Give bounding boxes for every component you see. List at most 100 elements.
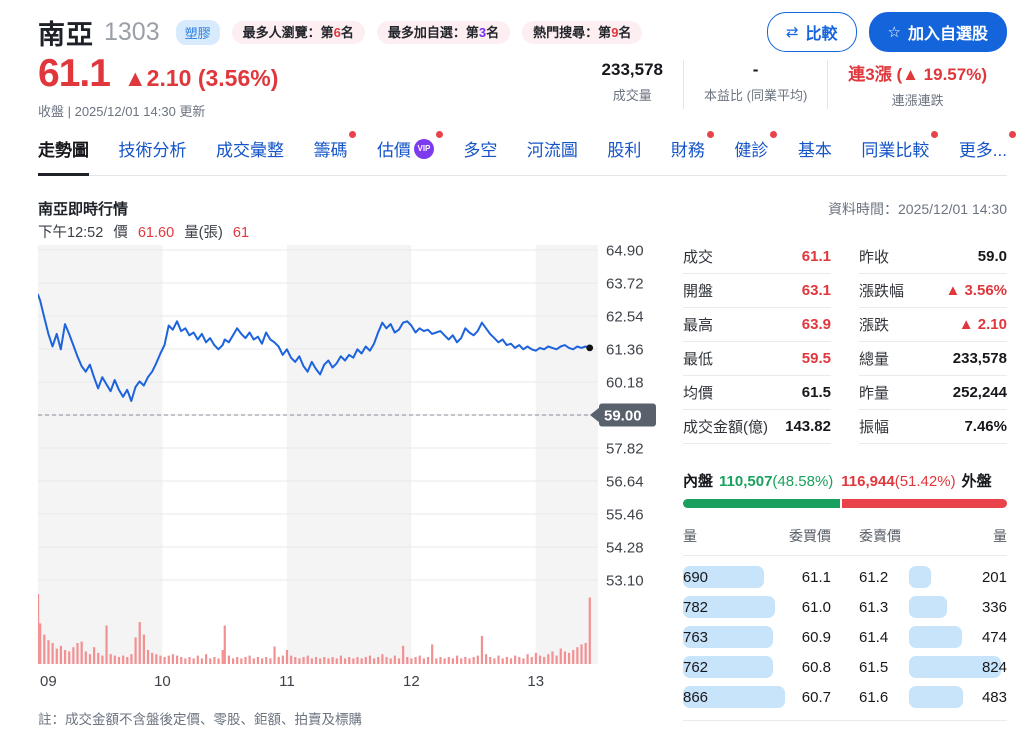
bid-volume: 782 [683,598,709,616]
ask-depth-bar [909,566,932,588]
header-stat-2: 連3漲 (▲ 19.57%) 連漲連跌 [827,60,1007,109]
rank-badge[interactable]: 最多人瀏覽：第6名 [231,21,365,44]
ask-price: 61.2 [859,568,889,586]
quote-row-right: 昨收 59.0 [859,240,1007,274]
bid-price-header: 委買價 [789,528,831,544]
tab-走勢圖[interactable]: 走勢圖 [38,136,89,176]
ask-volume: 483 [981,688,1007,706]
bid-price: 61.1 [801,568,831,586]
compare-button[interactable]: ⇄ 比較 [766,12,857,52]
tab-bar: 走勢圖 技術分析 成交彙整 籌碼 估價 VIP 多空 河流圖 股利 財務 健診 基本 同業比較 更多... [38,131,1016,176]
outer-value: 116,944 [841,473,895,490]
header-stat-0: 233,578 成交量 [601,60,663,103]
stock-code: 1303 [104,17,160,46]
quote-row-right: 漲跌 ▲ 2.10 [859,308,1007,342]
svg-text:64.90: 64.90 [606,243,644,260]
ask-row: 61.2 201 [859,562,1007,592]
header-stat-1: - 本益比 (同業平均) [683,60,827,109]
svg-text:59.00: 59.00 [604,408,642,425]
svg-text:10: 10 [154,673,171,690]
svg-text:11: 11 [279,673,295,690]
ask-vol-header: 量 [993,528,1007,544]
svg-text:53.10: 53.10 [606,573,644,590]
tab-成交彙整[interactable]: 成交彙整 [215,141,284,160]
bid-vol-header: 量 [683,528,697,544]
tab-河流圖[interactable]: 河流圖 [526,141,578,160]
bid-depth-bar [683,566,765,588]
compare-arrows-icon: ⇄ [785,24,799,41]
svg-text:55.46: 55.46 [606,507,644,524]
readout-vol-label: 量(張) [184,225,223,241]
readout-time: 下午12:52 [38,225,104,241]
vip-badge: VIP [413,138,434,159]
bid-volume: 763 [683,628,709,646]
bid-row: 782 61.0 [683,592,831,622]
tab-籌碼[interactable]: 籌碼 [313,131,357,161]
tab-同業比較[interactable]: 同業比較 [861,131,939,161]
header-buttons: ⇄ 比較 ☆ 加入自選股 [766,12,1007,52]
notification-dot [349,131,357,138]
quote-row-right: 昨量 252,244 [859,376,1007,410]
ask-price: 61.4 [859,628,889,646]
bid-volume: 762 [683,658,709,676]
tab-健診[interactable]: 健診 [734,131,778,161]
bid-row: 866 60.7 [683,682,831,712]
tab-技術分析[interactable]: 技術分析 [118,141,187,160]
ask-depth-bar [909,656,1001,678]
notification-dot [435,131,443,138]
order-book: 量 委買價 委賣價 量 690 61.1 782 61.0 763 60.9 762 60.8… [683,526,1007,734]
svg-text:09: 09 [40,673,57,690]
intraday-chart[interactable]: 64.90 63.72 62.54 61.36 60.18 57.82 56.64 55.46… [37,240,660,692]
rank-badge[interactable]: 最多加自選：第3名 [376,21,511,44]
tab-多空[interactable]: 多空 [463,141,498,160]
inner-label: 內盤 [683,473,714,490]
ask-volume: 201 [981,568,1007,586]
inner-outer-bar [683,499,1007,508]
add-watchlist-button[interactable]: ☆ 加入自選股 [868,12,1007,52]
readout-vol-value: 61 [232,225,250,241]
header-stats: 233,578 成交量 - 本益比 (同業平均) 連3漲 (▲ 19.57%) 連漲連跌 [582,60,1007,109]
rank-badge[interactable]: 熱門搜尋：第9名 [522,21,643,44]
ask-row: 61.4 474 [859,622,1007,652]
quote-stats-left: 成交 61.1 開盤 63.1 最高 63.9 最低 59.5 均價 61.5 成交金額(億) 143… [683,240,831,444]
ask-row: 61.6 483 [859,682,1007,712]
inner-bar-segment [683,499,841,508]
bid-price: 61.0 [801,598,831,616]
quote-row-right: 振幅 7.46% [859,410,1007,444]
order-book-subtotals: 3,863 小計 小計 2,318 [683,720,1007,734]
ask-volume: 336 [981,598,1007,616]
ask-column: 61.2 201 61.3 336 61.4 474 61.5 824 61.6 483 [859,562,1007,712]
tab-更多...[interactable]: 更多... [959,131,1016,161]
quote-row-right: 漲跌幅 ▲ 3.56% [859,274,1007,308]
ask-volume: 474 [981,628,1007,646]
quote-row-left: 均價 61.5 [683,376,831,410]
svg-text:63.72: 63.72 [606,276,644,293]
tab-股利[interactable]: 股利 [607,141,642,160]
bid-depth-bar [683,656,773,678]
tab-財務[interactable]: 財務 [671,131,714,161]
quote-row-left: 成交金額(億) 143.82 [683,410,831,444]
chart-title: 南亞即時行情 [38,201,129,218]
bid-price: 60.9 [801,628,831,646]
ask-volume: 824 [981,658,1007,676]
notification-dot [770,131,778,138]
quote-row-left: 最低 59.5 [683,342,831,376]
quote-row-left: 最高 63.9 [683,308,831,342]
chart-crosshair-readout: 下午12:52 價 61.60 量(張) 61 [38,221,255,242]
quote-row-left: 開盤 63.1 [683,274,831,308]
price-block: 61.1 ▲2.10 (3.56%) 收盤 | 2025/12/01 14:30… [38,52,278,120]
rank-badges: 最多人瀏覽：第6名 最多加自選：第3名 熱門搜尋：第9名 [220,21,643,44]
svg-text:12: 12 [403,673,420,690]
industry-badge[interactable]: 塑膠 [175,19,220,45]
ask-row: 61.3 336 [859,592,1007,622]
tab-估價[interactable]: 估價 VIP [377,131,443,161]
svg-text:61.36: 61.36 [606,342,644,359]
bid-row: 763 60.9 [683,622,831,652]
bid-volume: 866 [683,688,709,706]
tab-基本[interactable]: 基本 [797,141,832,160]
chart-section-header: 南亞即時行情 資料時間：2025/12/01 14:30 [38,198,1007,219]
bid-volume: 690 [683,568,709,586]
quote-stats-right: 昨收 59.0 漲跌幅 ▲ 3.56% 漲跌 ▲ 2.10 總量 233,578 昨量 252,2… [859,240,1007,444]
intraday-chart-svg: 64.90 63.72 62.54 61.36 60.18 57.82 56.64 55.46… [37,243,656,690]
inner-pct: (48.58%) [772,473,834,490]
